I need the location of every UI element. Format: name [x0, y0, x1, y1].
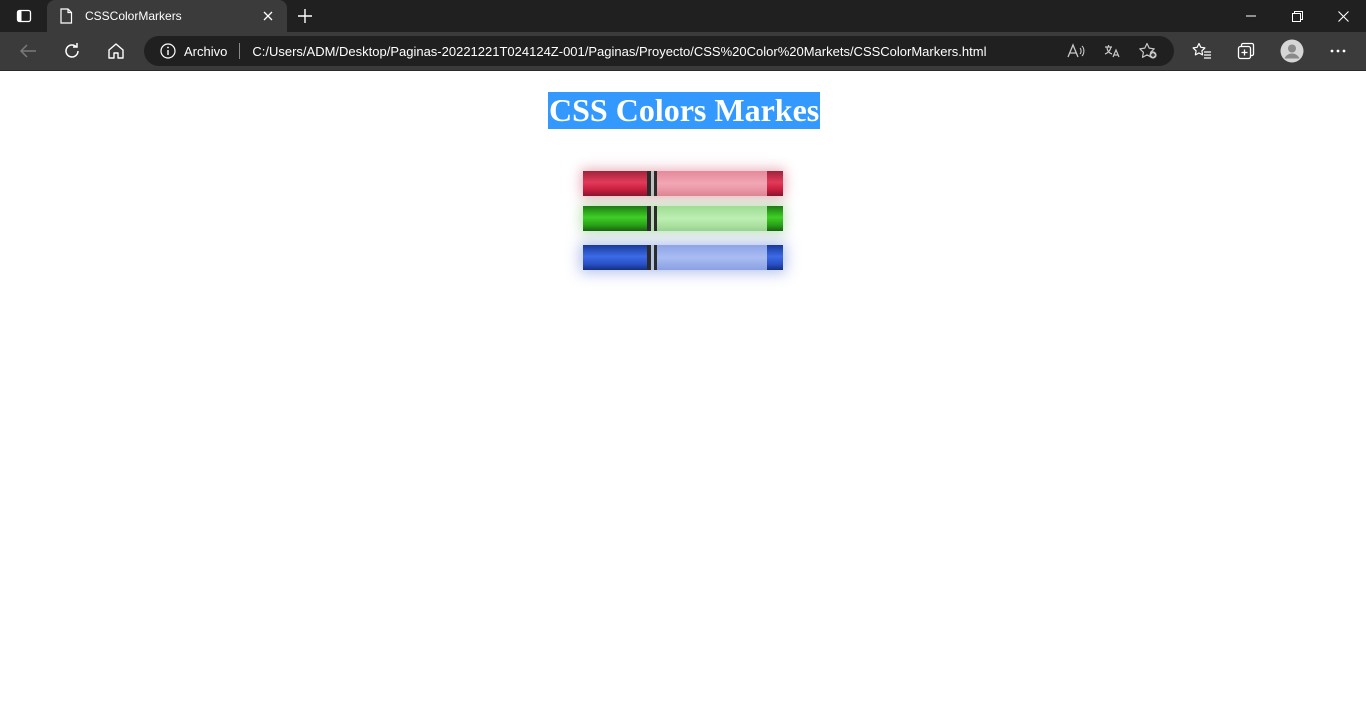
blue-marker — [583, 245, 783, 270]
address-bar[interactable]: Archivo C:/Users/ADM/Desktop/Paginas-202… — [144, 36, 1174, 66]
browser-toolbar: Archivo C:/Users/ADM/Desktop/Paginas-202… — [0, 32, 1366, 71]
minimize-icon[interactable] — [1228, 0, 1274, 32]
tab-actions-icon[interactable] — [8, 5, 40, 27]
red-marker — [583, 171, 783, 196]
marker-body — [657, 245, 767, 270]
marker-band — [647, 171, 651, 196]
marker-band — [654, 206, 657, 231]
marker-gap — [651, 245, 654, 270]
marker-tip — [767, 206, 783, 231]
marker-cap — [583, 245, 647, 270]
favorites-icon[interactable] — [1186, 36, 1218, 66]
refresh-icon[interactable] — [56, 36, 88, 66]
marker-cap — [583, 171, 647, 196]
collections-icon[interactable] — [1230, 36, 1262, 66]
marker-cap — [583, 206, 647, 231]
document-icon — [59, 8, 73, 24]
marker-band — [647, 245, 651, 270]
address-bar-actions — [1058, 39, 1166, 63]
marker-gap — [651, 171, 654, 196]
tab-title: CSSColorMarkers — [85, 9, 182, 23]
marker-tip — [767, 171, 783, 196]
home-icon[interactable] — [100, 36, 132, 66]
window-controls — [1228, 0, 1366, 32]
translate-icon[interactable] — [1094, 39, 1130, 63]
marker-gap — [651, 206, 654, 231]
browser-tab[interactable]: CSSColorMarkers — [47, 0, 287, 32]
close-icon[interactable] — [259, 7, 277, 25]
tab-bar: CSSColorMarkers — [0, 0, 1366, 32]
more-icon[interactable] — [1322, 36, 1354, 66]
add-favorite-icon[interactable] — [1130, 39, 1166, 63]
address-separator — [239, 43, 241, 59]
plus-icon[interactable] — [292, 4, 318, 28]
marker-body — [657, 206, 767, 231]
security-label: Archivo — [184, 43, 228, 59]
marker-body — [657, 171, 767, 196]
close-window-icon[interactable] — [1320, 0, 1366, 32]
profile-icon[interactable] — [1276, 36, 1308, 66]
marker-band — [654, 171, 657, 196]
restore-icon[interactable] — [1274, 0, 1320, 32]
marker-tip — [767, 245, 783, 270]
page-content: CSS Colors Markes — [0, 71, 1366, 727]
url-text[interactable]: C:/Users/ADM/Desktop/Paginas-20221221T02… — [252, 43, 987, 59]
green-marker — [583, 206, 783, 231]
info-icon — [160, 43, 176, 59]
site-info-button[interactable]: Archivo — [160, 43, 227, 59]
back-arrow-icon[interactable] — [12, 36, 44, 66]
marker-band — [647, 206, 651, 231]
page-title: CSS Colors Markes — [548, 92, 821, 129]
marker-band — [654, 245, 657, 270]
read-aloud-icon[interactable] — [1058, 39, 1094, 63]
